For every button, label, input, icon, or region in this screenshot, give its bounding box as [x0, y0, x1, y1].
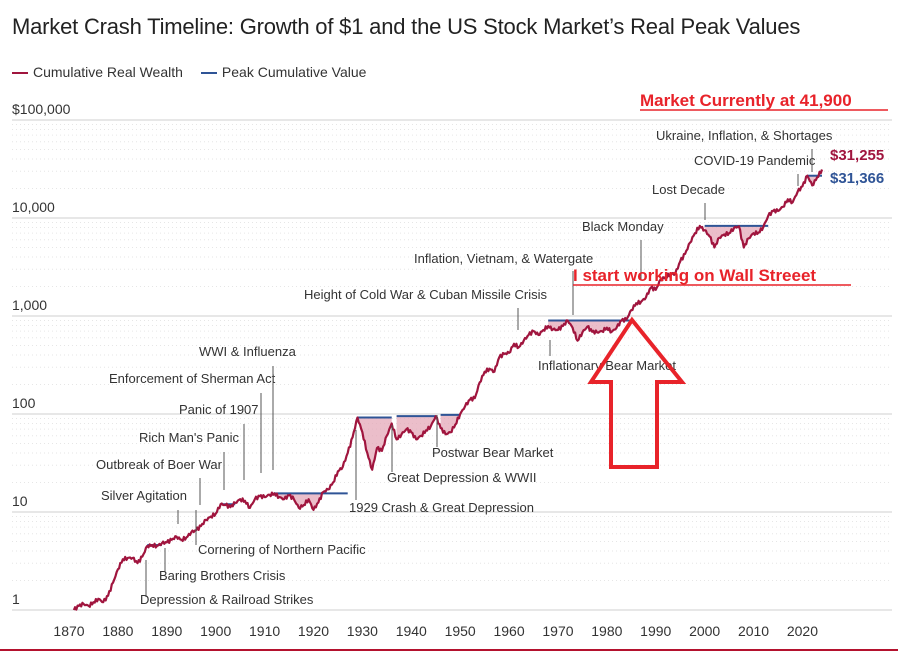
x-tick-label: 1990 — [640, 623, 671, 639]
annotation-label: Depression & Railroad Strikes — [140, 592, 314, 607]
x-tick-label: 2010 — [738, 623, 769, 639]
end-label-wealth: $31,255 — [830, 147, 884, 164]
y-tick-label: 1 — [12, 591, 20, 607]
wealth-line — [72, 169, 824, 611]
x-tick-label: 2000 — [689, 623, 720, 639]
annotation-label: 1929 Crash & Great Depression — [349, 500, 534, 515]
annotation-label: Panic of 1907 — [179, 402, 259, 417]
legend-label-wealth: Cumulative Real Wealth — [33, 64, 183, 80]
x-tick-label: 1980 — [591, 623, 622, 639]
x-tick-label: 1950 — [445, 623, 476, 639]
end-label-peak: $31,366 — [830, 170, 884, 187]
annotation-label: Rich Man's Panic — [139, 430, 240, 445]
annotation-label: Height of Cold War & Cuban Missile Crisi… — [304, 287, 547, 302]
annotation-label: Outbreak of Boer War — [96, 457, 223, 472]
annotation-label: Ukraine, Inflation, & Shortages — [656, 128, 833, 143]
chart-title: Market Crash Timeline: Growth of $1 and … — [12, 14, 801, 39]
y-tick-label: 1,000 — [12, 297, 47, 313]
x-tick-label: 1880 — [102, 623, 133, 639]
annotation-label: Cornering of Northern Pacific — [198, 542, 366, 557]
annotation-label: Inflationary Bear Market — [538, 358, 676, 373]
x-tick-label: 1920 — [298, 623, 329, 639]
x-tick-label: 1970 — [542, 623, 573, 639]
drawdown-shade — [548, 320, 632, 339]
x-tick-label: 1910 — [249, 623, 280, 639]
drawdown-shade — [704, 225, 769, 246]
annotation-label: Inflation, Vietnam, & Watergate — [414, 251, 593, 266]
drawdown-shade — [396, 416, 436, 440]
annotation-label: Silver Agitation — [101, 488, 187, 503]
up-arrow-icon — [587, 316, 687, 469]
annotation-label: WWI & Influenza — [199, 344, 297, 359]
annotation-label: Lost Decade — [652, 182, 725, 197]
drawdown-shade — [440, 414, 461, 435]
legend-item-peak: Peak Cumulative Value — [200, 64, 367, 80]
annotation-label: COVID-19 Pandemic — [694, 153, 816, 168]
annotation-label: Enforcement of Sherman Act — [109, 371, 276, 386]
x-tick-label: 1890 — [151, 623, 182, 639]
x-tick-label: 1870 — [53, 623, 84, 639]
x-tick-label: 1900 — [200, 623, 231, 639]
y-tick-label: 10 — [12, 493, 28, 509]
overlay-market-note: Market Currently at 41,900 — [640, 91, 852, 110]
x-tick-label: 1930 — [347, 623, 378, 639]
legend-label-peak: Peak Cumulative Value — [221, 64, 367, 80]
chart-legend: Cumulative Real Wealth Peak Cumulative V… — [12, 64, 366, 80]
drawdown-shade — [357, 417, 392, 470]
annotation-label: Black Monday — [582, 219, 664, 234]
bottom-rule — [0, 649, 898, 651]
x-tick-label: 1940 — [396, 623, 427, 639]
x-tick-label: 2020 — [787, 623, 818, 639]
annotation-label: Postwar Bear Market — [432, 445, 554, 460]
y-tick-label: 10,000 — [12, 199, 55, 215]
overlay-career-note: I start working on Wall Streeet — [573, 266, 816, 285]
legend-item-wealth: Cumulative Real Wealth — [12, 64, 183, 80]
y-tick-label: $100,000 — [12, 101, 71, 117]
annotation-label: Great Depression & WWII — [387, 470, 537, 485]
y-tick-label: 100 — [12, 395, 36, 411]
x-tick-label: 1960 — [493, 623, 524, 639]
annotation-label: Baring Brothers Crisis — [159, 568, 286, 583]
